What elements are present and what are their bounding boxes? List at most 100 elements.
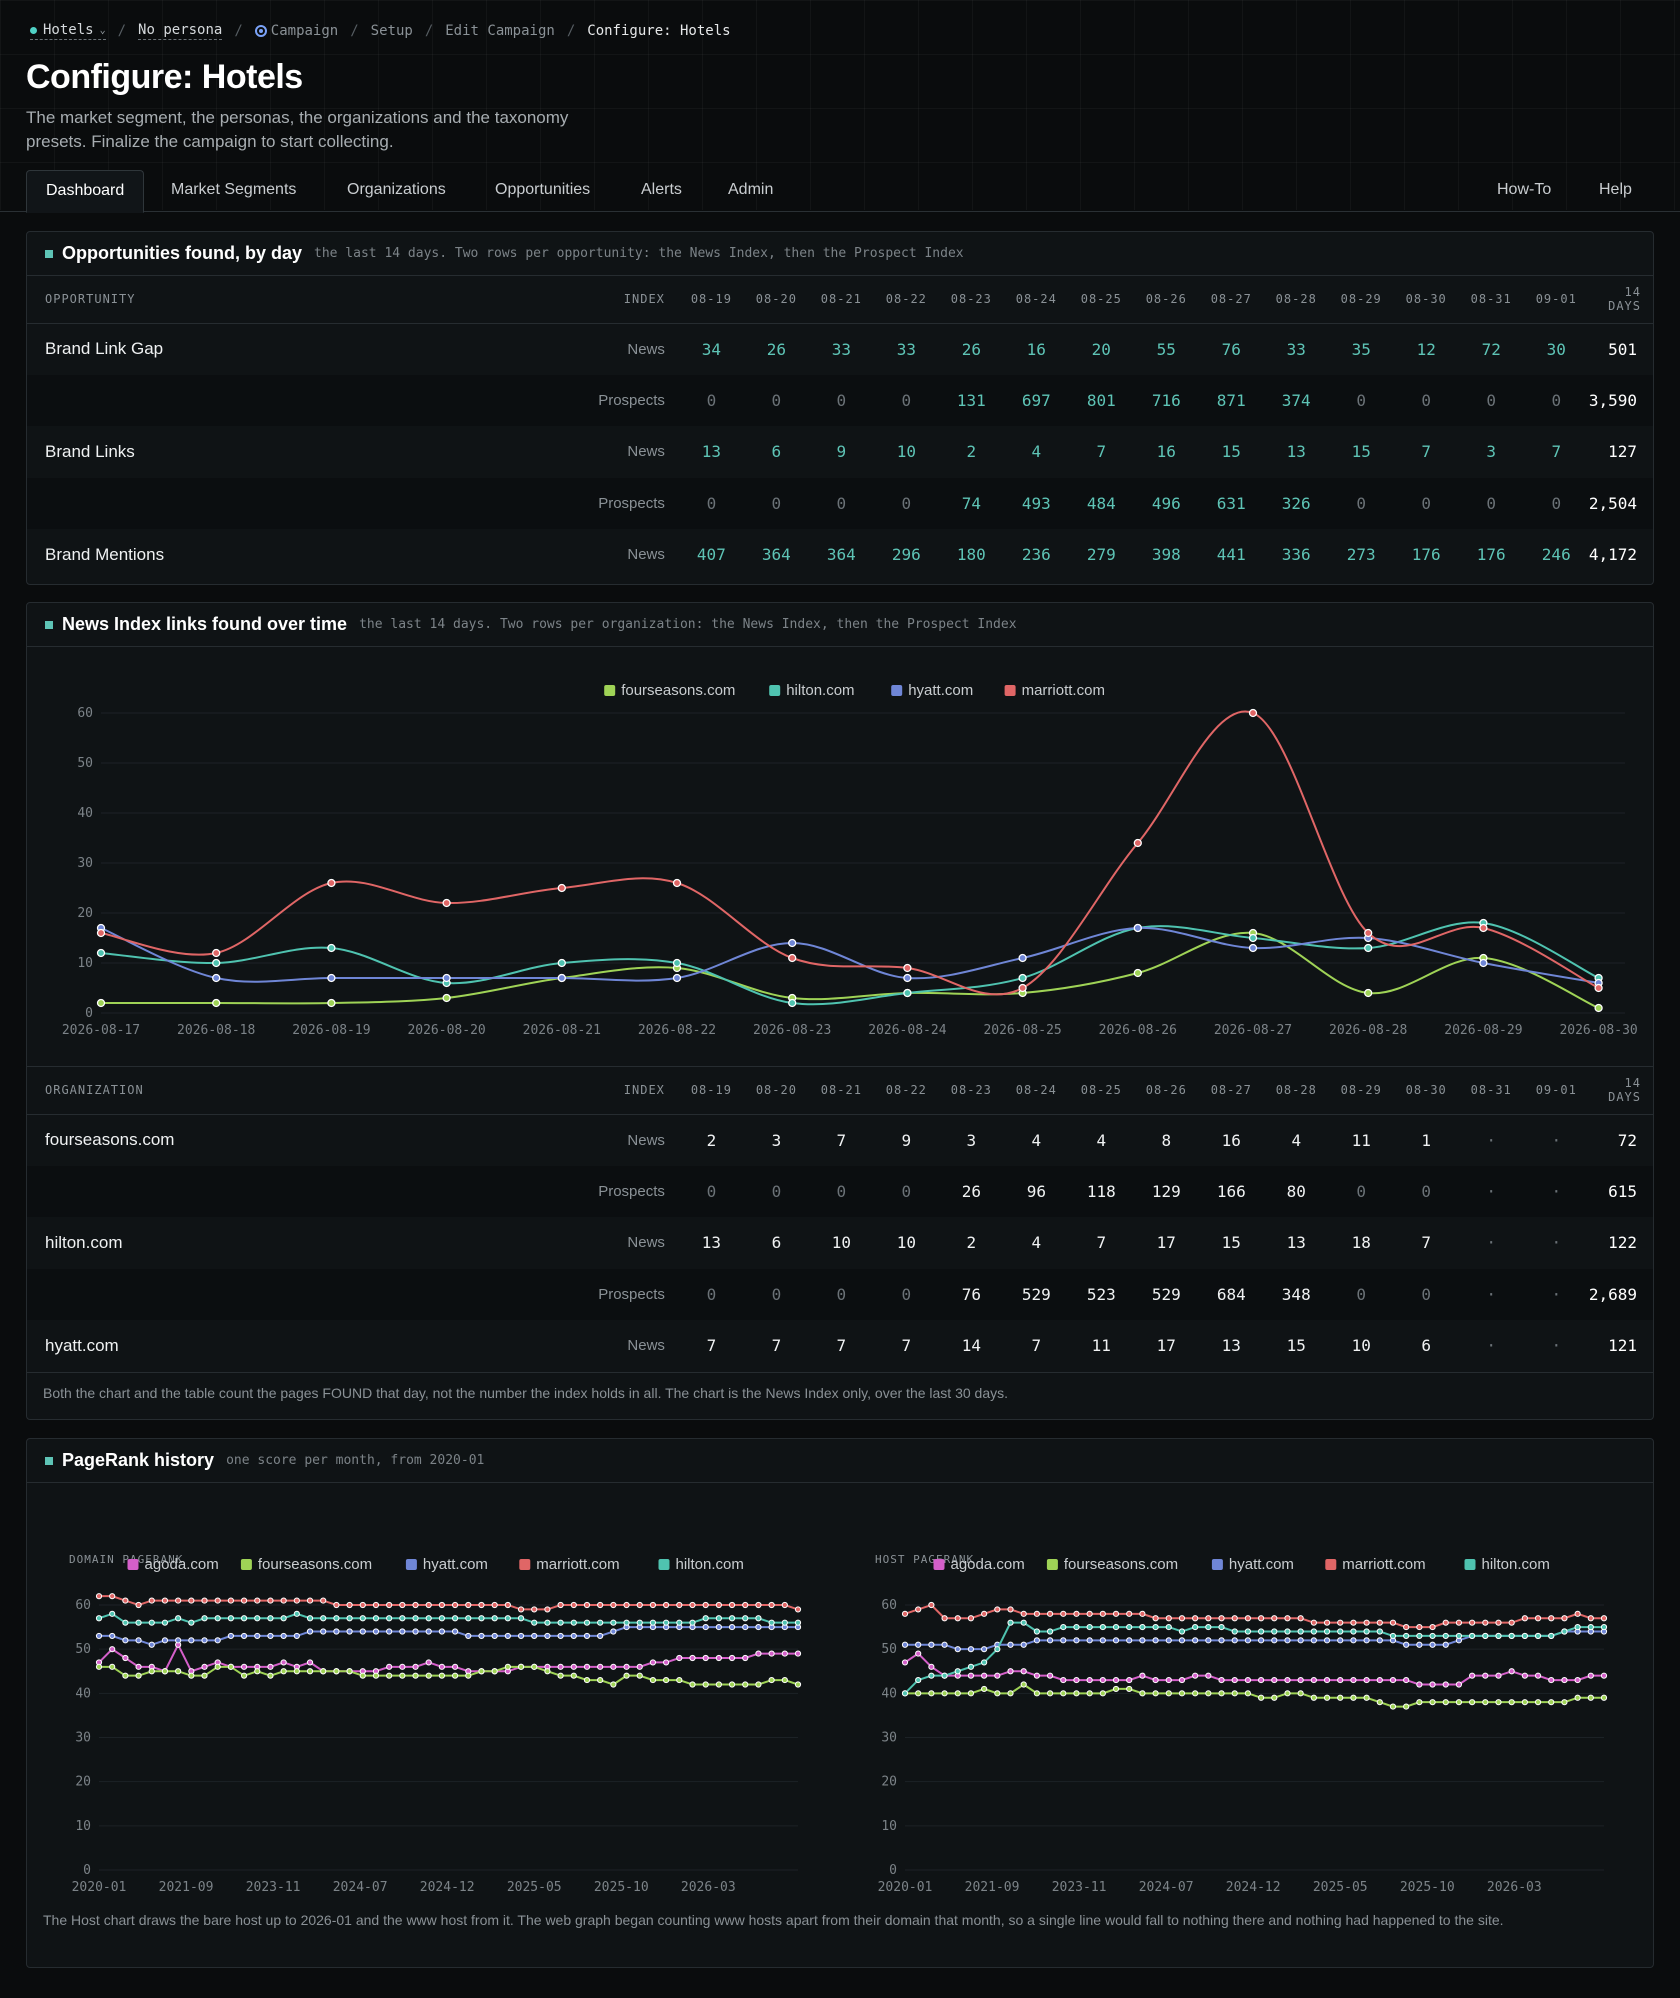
- data-point[interactable]: [1112, 1623, 1120, 1631]
- data-point[interactable]: [465, 1601, 472, 1609]
- data-point[interactable]: [1337, 1694, 1344, 1701]
- data-point[interactable]: [901, 1690, 909, 1697]
- data-point[interactable]: [788, 938, 797, 948]
- data-point[interactable]: [1112, 1685, 1120, 1693]
- data-point[interactable]: [1587, 1623, 1594, 1631]
- data-point[interactable]: [1455, 1619, 1463, 1626]
- data-point[interactable]: [781, 1601, 788, 1609]
- data-point[interactable]: [1403, 1703, 1410, 1710]
- data-point[interactable]: [280, 1659, 287, 1666]
- data-point[interactable]: [941, 1690, 948, 1697]
- data-point[interactable]: [981, 1659, 988, 1666]
- data-point[interactable]: [1046, 1637, 1054, 1644]
- data-point[interactable]: [1429, 1681, 1436, 1688]
- data-point[interactable]: [1218, 1676, 1225, 1684]
- data-point[interactable]: [1364, 943, 1373, 953]
- data-point[interactable]: [755, 1623, 762, 1631]
- data-point[interactable]: [1416, 1632, 1423, 1640]
- data-point[interactable]: [702, 1681, 709, 1688]
- data-point[interactable]: [994, 1690, 1001, 1697]
- data-point[interactable]: [597, 1676, 604, 1684]
- data-point[interactable]: [227, 1663, 234, 1670]
- data-point[interactable]: [491, 1632, 498, 1640]
- data-point[interactable]: [425, 1601, 432, 1609]
- data-point[interactable]: [1257, 1676, 1265, 1684]
- data-point[interactable]: [1060, 1637, 1067, 1644]
- data-point[interactable]: [451, 1672, 459, 1679]
- data-point[interactable]: [755, 1681, 762, 1688]
- data-point[interactable]: [1060, 1676, 1067, 1684]
- data-point[interactable]: [1574, 1676, 1581, 1684]
- data-point[interactable]: [1033, 1672, 1040, 1679]
- data-point[interactable]: [676, 1619, 683, 1626]
- data-point[interactable]: [478, 1601, 485, 1609]
- breadcrumb-campaign[interactable]: Campaign: [254, 23, 338, 39]
- data-point[interactable]: [1020, 1619, 1027, 1626]
- data-point[interactable]: [161, 1668, 169, 1675]
- data-point[interactable]: [1020, 1641, 1027, 1648]
- data-point[interactable]: [399, 1601, 406, 1609]
- data-point[interactable]: [148, 1597, 155, 1604]
- data-point[interactable]: [1495, 1672, 1502, 1679]
- data-point[interactable]: [1244, 1690, 1252, 1697]
- data-point[interactable]: [517, 1663, 525, 1670]
- data-point[interactable]: [755, 1650, 762, 1657]
- data-point[interactable]: [1033, 1637, 1040, 1644]
- data-point[interactable]: [928, 1641, 935, 1648]
- data-point[interactable]: [1482, 1672, 1489, 1679]
- data-point[interactable]: [201, 1663, 208, 1670]
- data-point[interactable]: [214, 1615, 221, 1622]
- tab-organizations[interactable]: Organizations: [347, 181, 446, 198]
- data-point[interactable]: [372, 1615, 380, 1622]
- data-point[interactable]: [901, 1641, 909, 1648]
- data-point[interactable]: [941, 1641, 948, 1648]
- data-point[interactable]: [1231, 1690, 1238, 1697]
- data-point[interactable]: [1323, 1619, 1331, 1626]
- data-point[interactable]: [1495, 1632, 1502, 1640]
- data-point[interactable]: [768, 1619, 775, 1626]
- data-point[interactable]: [1403, 1676, 1410, 1684]
- data-point[interactable]: [1534, 1615, 1542, 1622]
- data-point[interactable]: [1403, 1641, 1410, 1648]
- data-point[interactable]: [1376, 1676, 1383, 1684]
- data-point[interactable]: [451, 1663, 459, 1670]
- legend-item[interactable]: hilton.com: [658, 1556, 744, 1573]
- data-point[interactable]: [728, 1681, 736, 1688]
- data-point[interactable]: [1192, 1615, 1199, 1622]
- data-point[interactable]: [1271, 1637, 1278, 1644]
- data-point[interactable]: [649, 1676, 657, 1684]
- data-point[interactable]: [994, 1606, 1001, 1613]
- data-point[interactable]: [1442, 1619, 1449, 1626]
- data-point[interactable]: [1284, 1676, 1291, 1684]
- data-point[interactable]: [1133, 968, 1142, 978]
- data-point[interactable]: [1073, 1690, 1080, 1697]
- data-point[interactable]: [135, 1663, 142, 1670]
- data-point[interactable]: [1364, 928, 1373, 938]
- legend-item[interactable]: fourseasons.com: [1046, 1556, 1178, 1573]
- data-point[interactable]: [1534, 1632, 1542, 1640]
- data-point[interactable]: [544, 1632, 551, 1640]
- data-point[interactable]: [649, 1619, 657, 1626]
- data-point[interactable]: [570, 1619, 577, 1626]
- data-point[interactable]: [1600, 1623, 1608, 1631]
- data-point[interactable]: [610, 1663, 617, 1670]
- data-point[interactable]: [386, 1672, 393, 1679]
- data-point[interactable]: [346, 1615, 353, 1622]
- data-point[interactable]: [1257, 1628, 1265, 1635]
- data-point[interactable]: [346, 1601, 353, 1609]
- data-point[interactable]: [333, 1668, 340, 1675]
- data-point[interactable]: [327, 973, 336, 983]
- data-point[interactable]: [1364, 988, 1373, 998]
- data-point[interactable]: [1337, 1637, 1344, 1644]
- legend-item[interactable]: fourseasons.com: [604, 682, 735, 699]
- legend-item[interactable]: hyatt.com: [405, 1556, 488, 1573]
- data-point[interactable]: [1442, 1641, 1449, 1648]
- data-point[interactable]: [1521, 1672, 1528, 1679]
- data-point[interactable]: [1337, 1619, 1344, 1626]
- data-point[interactable]: [438, 1601, 446, 1609]
- data-point[interactable]: [1033, 1610, 1040, 1617]
- data-point[interactable]: [742, 1681, 749, 1688]
- data-point[interactable]: [967, 1615, 975, 1622]
- data-point[interactable]: [1112, 1637, 1120, 1644]
- data-point[interactable]: [478, 1632, 485, 1640]
